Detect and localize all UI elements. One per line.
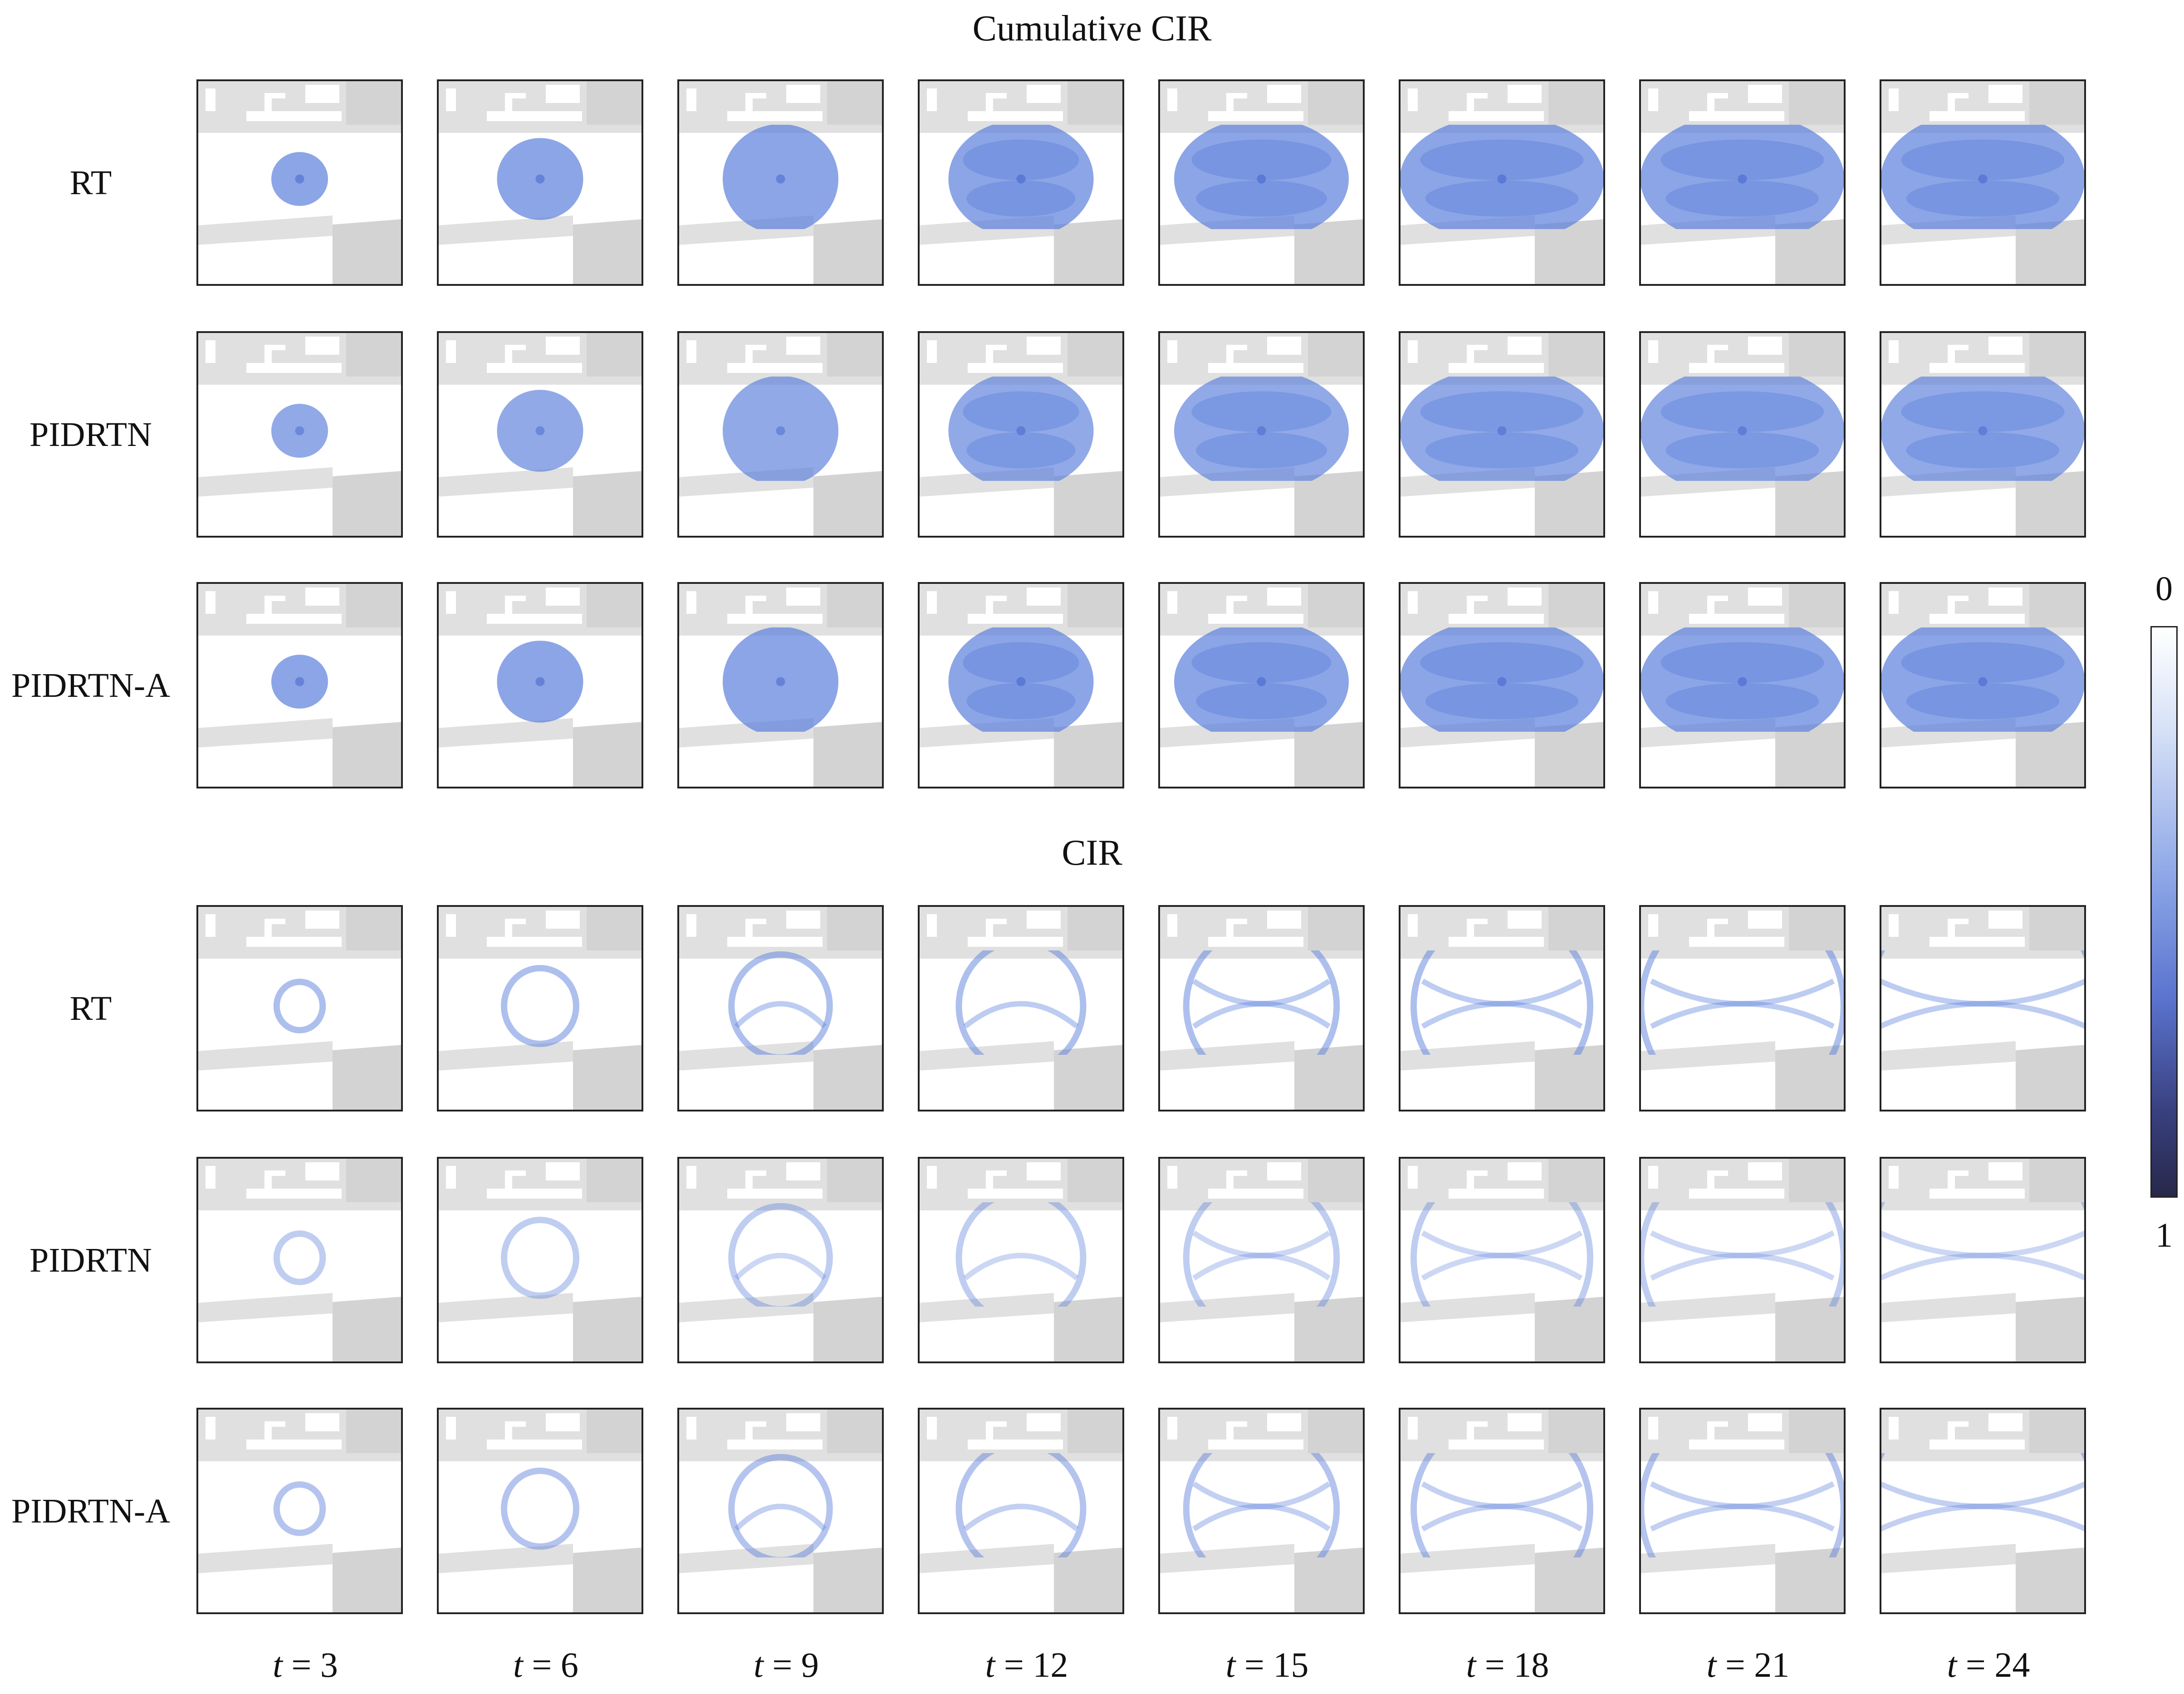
row-label-cumulative-rt: RT	[69, 164, 112, 202]
row-label-cumulative-pidrtn-a: PIDRTN-A	[11, 666, 171, 705]
time-label-5: t = 15	[1225, 1645, 1309, 1684]
heatmap-panel	[1158, 905, 1365, 1111]
heatmap-panel	[677, 1157, 884, 1363]
heatmap-panel	[918, 79, 1124, 286]
heatmap-panel	[437, 905, 643, 1111]
heatmap-panel	[1880, 1408, 2086, 1614]
time-label-6: t = 18	[1466, 1645, 1549, 1684]
heatmap-panel	[1639, 1157, 1846, 1363]
heatmap-panel	[1880, 582, 2086, 788]
heatmap-panel	[677, 582, 884, 788]
time-label-4: t = 12	[985, 1645, 1068, 1684]
heatmap-panel	[196, 331, 403, 538]
heatmap-panel	[1639, 1408, 1846, 1614]
heatmap-panel	[1880, 905, 2086, 1111]
time-label-3: t = 9	[754, 1645, 819, 1684]
row-label-cir-pidrtn: PIDRTN	[29, 1241, 152, 1279]
heatmap-panel	[1399, 582, 1605, 788]
heatmap-panel	[437, 1157, 643, 1363]
heatmap-panel	[1158, 1408, 1365, 1614]
section-title-cumulative: Cumulative CIR	[972, 9, 1212, 49]
heatmap-panel	[1158, 1157, 1365, 1363]
colorbar-bottom-label: 1	[2155, 1216, 2173, 1254]
heatmap-panel	[437, 79, 643, 286]
heatmap-panel	[196, 582, 403, 788]
heatmap-panel	[1399, 331, 1605, 538]
heatmap-panel	[1639, 331, 1846, 538]
heatmap-panel	[1639, 582, 1846, 788]
heatmap-panel	[918, 331, 1124, 538]
heatmap-panel	[1399, 79, 1605, 286]
heatmap-panel	[1639, 79, 1846, 286]
heatmap-panel	[677, 1408, 884, 1614]
row-label-cir-rt: RT	[69, 989, 112, 1028]
heatmap-panel	[196, 1408, 403, 1614]
heatmap-panel	[196, 79, 403, 286]
heatmap-panel	[677, 905, 884, 1111]
heatmap-panel	[437, 331, 643, 538]
heatmap-panel	[437, 582, 643, 788]
heatmap-panel	[196, 1157, 403, 1363]
heatmap-panel	[918, 1408, 1124, 1614]
time-label-7: t = 21	[1706, 1645, 1790, 1684]
heatmap-panel	[1399, 1157, 1605, 1363]
heatmap-panel	[1639, 905, 1846, 1111]
heatmap-panel	[196, 905, 403, 1111]
heatmap-panel	[1158, 582, 1365, 788]
time-label-8: t = 24	[1947, 1645, 2030, 1684]
heatmap-panel	[1880, 79, 2086, 286]
time-label-2: t = 6	[513, 1645, 578, 1684]
heatmap-panel	[918, 1157, 1124, 1363]
heatmap-panel	[1880, 331, 2086, 538]
heatmap-panel	[918, 905, 1124, 1111]
heatmap-panel	[1399, 905, 1605, 1111]
heatmap-panel	[1399, 1408, 1605, 1614]
heatmap-panel	[1880, 1157, 2086, 1363]
heatmap-panel	[677, 331, 884, 538]
section-title-cir: CIR	[1062, 833, 1122, 873]
heatmap-panel	[1158, 331, 1365, 538]
colorbar	[2150, 626, 2178, 1198]
time-label-1: t = 3	[273, 1645, 338, 1684]
heatmap-panel	[1158, 79, 1365, 286]
colorbar-top-label: 0	[2155, 570, 2173, 608]
heatmap-panel	[437, 1408, 643, 1614]
row-label-cumulative-pidrtn: PIDRTN	[29, 416, 152, 454]
heatmap-panel	[918, 582, 1124, 788]
heatmap-panel	[677, 79, 884, 286]
row-label-cir-pidrtn-a: PIDRTN-A	[11, 1492, 171, 1530]
